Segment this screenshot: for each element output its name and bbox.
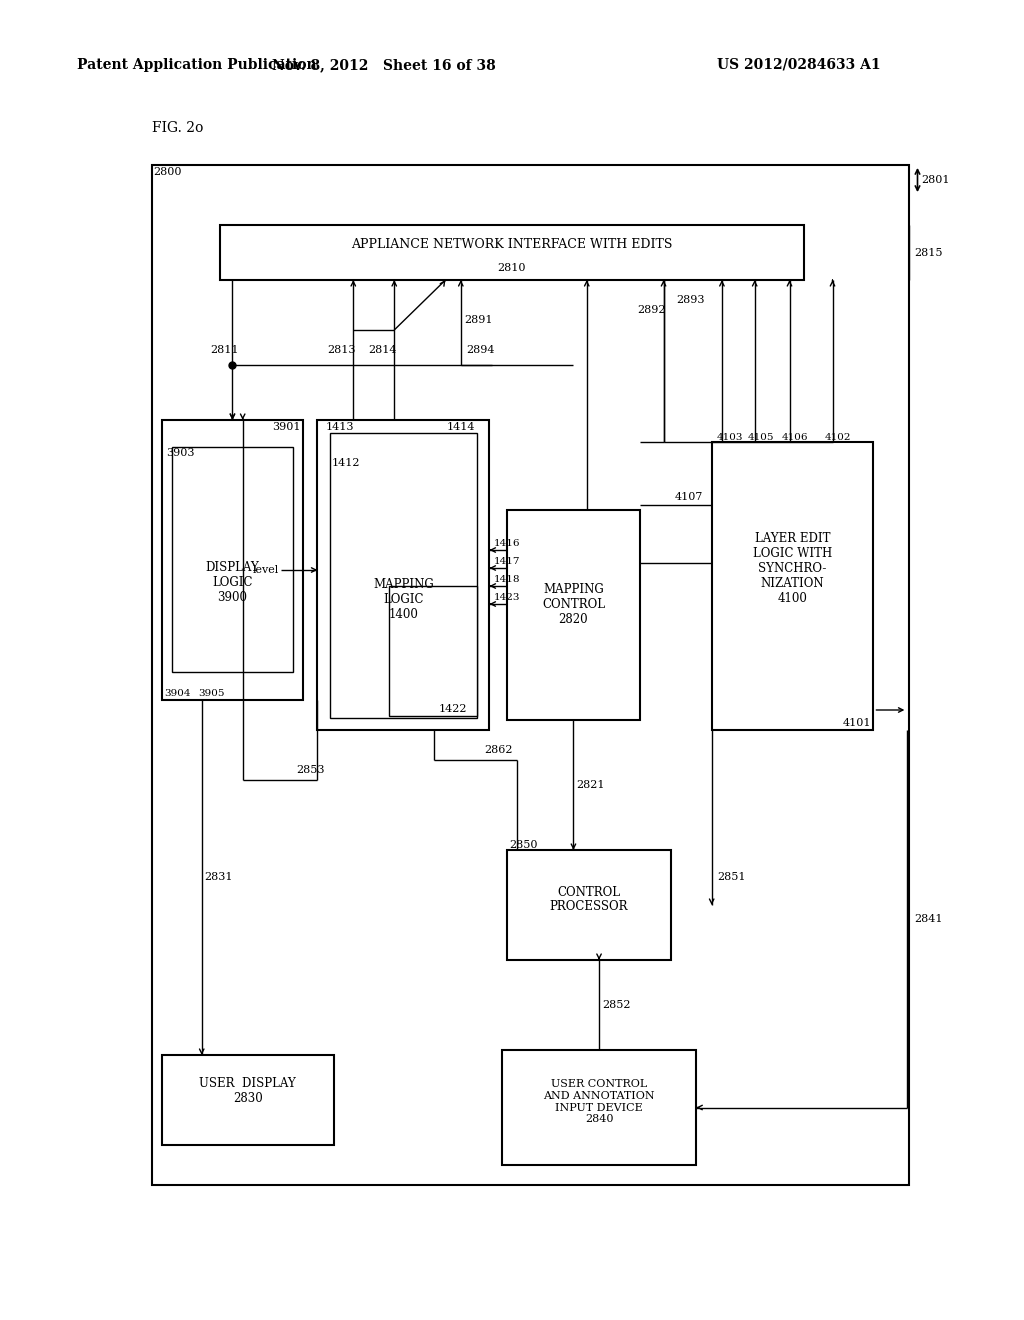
Text: 2892: 2892 — [637, 305, 666, 315]
Text: 1412: 1412 — [332, 458, 360, 469]
Text: 2814: 2814 — [369, 345, 397, 355]
Text: 2852: 2852 — [602, 1001, 631, 1010]
Text: 2813: 2813 — [328, 345, 356, 355]
Text: Nov. 8, 2012   Sheet 16 of 38: Nov. 8, 2012 Sheet 16 of 38 — [272, 58, 496, 73]
Text: 2893: 2893 — [676, 294, 705, 305]
Text: 2853: 2853 — [296, 766, 325, 775]
Text: 4102: 4102 — [824, 433, 851, 442]
Text: 4105: 4105 — [748, 433, 774, 442]
Text: 4101: 4101 — [843, 718, 871, 729]
Text: 2851: 2851 — [717, 873, 745, 883]
Bar — [152, 165, 909, 1185]
Text: 4107: 4107 — [675, 492, 703, 502]
Text: 2831: 2831 — [204, 873, 232, 883]
Text: 2891: 2891 — [464, 315, 493, 325]
Text: 3903: 3903 — [166, 447, 195, 458]
Text: 3901: 3901 — [272, 422, 301, 432]
Bar — [502, 1049, 696, 1166]
Text: 2841: 2841 — [914, 913, 943, 924]
Text: USER  DISPLAY
2830: USER DISPLAY 2830 — [200, 1077, 296, 1105]
Text: 2811: 2811 — [210, 345, 239, 355]
Text: 1413: 1413 — [326, 422, 354, 432]
Text: 2815: 2815 — [914, 248, 943, 257]
Bar — [507, 510, 640, 719]
Text: 2850: 2850 — [509, 840, 538, 850]
Text: 4103: 4103 — [717, 433, 743, 442]
Bar — [162, 1055, 334, 1144]
Text: 1418: 1418 — [494, 576, 520, 583]
Bar — [507, 850, 671, 960]
Text: level: level — [252, 565, 279, 576]
Bar — [389, 586, 477, 715]
Text: LAYER EDIT
LOGIC WITH
SYNCHRO-
NIZATION
4100: LAYER EDIT LOGIC WITH SYNCHRO- NIZATION … — [753, 532, 833, 605]
Text: Patent Application Publication: Patent Application Publication — [77, 58, 316, 73]
Text: 1414: 1414 — [446, 422, 475, 432]
Text: 2894: 2894 — [466, 345, 495, 355]
Text: 2862: 2862 — [484, 744, 512, 755]
Text: MAPPING
CONTROL
2820: MAPPING CONTROL 2820 — [542, 583, 605, 626]
Text: USER CONTROL
AND ANNOTATION
INPUT DEVICE
2840: USER CONTROL AND ANNOTATION INPUT DEVICE… — [543, 1080, 655, 1125]
Bar — [712, 442, 873, 730]
Text: 3904: 3904 — [164, 689, 190, 698]
Text: 2810: 2810 — [498, 263, 526, 273]
Text: CONTROL
PROCESSOR: CONTROL PROCESSOR — [550, 886, 628, 913]
Text: US 2012/0284633 A1: US 2012/0284633 A1 — [717, 58, 881, 73]
Text: 1423: 1423 — [494, 593, 520, 602]
Text: 1416: 1416 — [494, 539, 520, 548]
Bar — [172, 447, 293, 672]
Text: 2821: 2821 — [577, 780, 605, 789]
Text: 4106: 4106 — [781, 433, 808, 442]
Text: APPLIANCE NETWORK INTERFACE WITH EDITS: APPLIANCE NETWORK INTERFACE WITH EDITS — [351, 238, 673, 251]
Text: FIG. 2o: FIG. 2o — [152, 121, 203, 135]
Text: 2800: 2800 — [154, 168, 182, 177]
Text: DISPLAY
LOGIC
3900: DISPLAY LOGIC 3900 — [206, 561, 259, 605]
Text: MAPPING
LOGIC
1400: MAPPING LOGIC 1400 — [373, 578, 434, 622]
Bar — [220, 224, 804, 280]
Bar — [162, 420, 303, 700]
Bar — [317, 420, 489, 730]
Text: 2801: 2801 — [922, 176, 950, 185]
Text: 1417: 1417 — [494, 557, 520, 566]
Text: 3905: 3905 — [199, 689, 225, 698]
Bar — [330, 433, 477, 718]
Text: 1422: 1422 — [438, 704, 467, 714]
